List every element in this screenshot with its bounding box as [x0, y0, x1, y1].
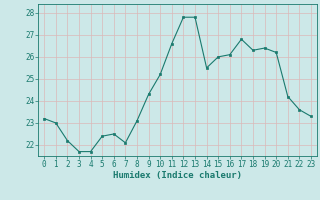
X-axis label: Humidex (Indice chaleur): Humidex (Indice chaleur): [113, 171, 242, 180]
